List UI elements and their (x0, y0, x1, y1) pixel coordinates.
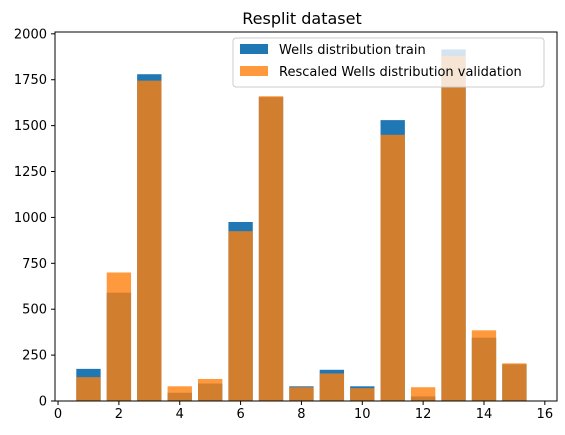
legend-box (232, 37, 545, 88)
validation-bar-9 (319, 373, 345, 401)
validation-bar-10 (350, 388, 375, 401)
y-axis: 0 250 500 750 1000 1250 1500 1750 2000 (14, 27, 55, 410)
validation-bar-13 (441, 55, 466, 402)
y-tick-label: 750 (22, 257, 47, 272)
validation-bar-8 (289, 387, 314, 401)
validation-bar-3 (137, 80, 162, 401)
x-tick-label: 2 (115, 407, 123, 422)
validation-bar-4 (167, 386, 192, 401)
validation-bar-12 (410, 387, 436, 401)
legend: Wells distribution train Rescaled Wells … (232, 37, 545, 88)
validation-bar-6 (228, 231, 253, 401)
validation-bar-2 (106, 272, 132, 401)
y-tick-label: 1750 (14, 73, 47, 88)
chart-title: Resplit dataset (242, 9, 361, 28)
x-tick-label: 14 (476, 407, 493, 422)
y-tick-label: 1000 (14, 211, 47, 226)
legend-swatch-train (240, 44, 268, 54)
x-tick-label: 6 (236, 407, 244, 422)
x-tick-label: 16 (537, 407, 554, 422)
y-tick-label: 0 (39, 395, 47, 410)
x-axis: 0 2 4 6 8 10 12 14 16 (54, 401, 553, 422)
y-tick-label: 1250 (14, 165, 47, 180)
legend-swatch-validation (240, 66, 268, 76)
y-tick-label: 500 (22, 303, 47, 318)
y-tick-label: 250 (22, 349, 47, 364)
x-tick-label: 10 (354, 407, 371, 422)
legend-label-validation: Rescaled Wells distribution validation (279, 65, 522, 80)
x-tick-label: 4 (176, 407, 184, 422)
validation-bar-15 (502, 363, 527, 401)
x-tick-label: 0 (54, 407, 62, 422)
x-tick-label: 12 (415, 407, 432, 422)
y-tick-label: 1500 (14, 119, 47, 134)
validation-bar-14 (471, 330, 497, 401)
legend-label-train: Wells distribution train (279, 43, 426, 58)
x-tick-label: 8 (297, 407, 305, 422)
validation-bar-1 (76, 377, 101, 401)
plot-frame (54, 31, 558, 402)
y-tick-label: 2000 (14, 27, 47, 42)
validation-bars (76, 55, 527, 402)
validation-bar-7 (258, 96, 284, 402)
validation-bar-5 (197, 378, 223, 401)
validation-bar-11 (380, 134, 405, 401)
